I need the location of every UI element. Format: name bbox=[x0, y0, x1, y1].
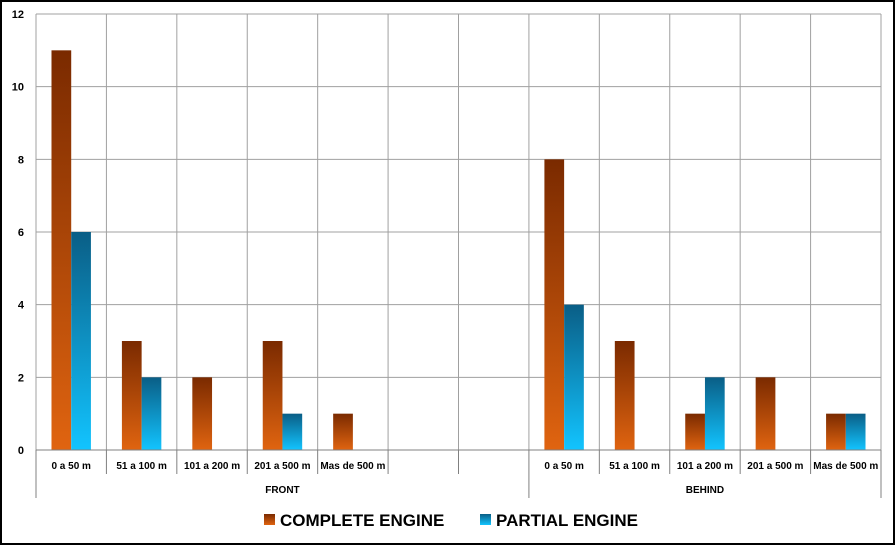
legend-swatch bbox=[264, 514, 275, 525]
x-category-label: 201 a 500 m bbox=[254, 461, 310, 472]
y-tick-label: 10 bbox=[12, 82, 24, 94]
bar-complete-engine bbox=[826, 413, 846, 450]
bar-complete-engine bbox=[755, 377, 776, 450]
x-category-label: 0 a 50 m bbox=[544, 461, 584, 472]
bar-complete-engine bbox=[121, 341, 142, 450]
bar-complete-engine bbox=[685, 413, 705, 450]
grid-lines bbox=[35, 13, 882, 451]
bar-complete-engine bbox=[51, 50, 72, 450]
y-tick-label: 6 bbox=[18, 227, 24, 239]
bar-complete-engine bbox=[262, 341, 283, 450]
legend-label: COMPLETE ENGINE bbox=[280, 511, 444, 530]
bar-partial-engine bbox=[564, 304, 584, 450]
bar-partial-engine bbox=[282, 413, 303, 450]
axes: 0 2 4 6 8 10 12 0 a 50 m 51 a 100 m 101 a 200 m 20… bbox=[12, 9, 882, 498]
x-category-label: 201 a 500 m bbox=[747, 461, 803, 472]
legend: COMPLETE ENGINE PARTIAL ENGINE bbox=[264, 511, 638, 530]
y-tick-label: 12 bbox=[12, 9, 24, 21]
x-category-label: 0 a 50 m bbox=[51, 461, 91, 472]
x-category-label: Mas de 500 m bbox=[813, 461, 878, 472]
x-category-label: 51 a 100 m bbox=[609, 461, 660, 472]
bar-partial-engine bbox=[704, 377, 725, 450]
y-tick-label: 4 bbox=[18, 300, 25, 312]
bar-partial-engine bbox=[141, 377, 162, 450]
x-group-label: FRONT bbox=[265, 485, 299, 496]
bar-partial-engine bbox=[845, 413, 866, 450]
y-tick-label: 2 bbox=[18, 372, 24, 384]
bars bbox=[51, 50, 866, 451]
x-category-label: 101 a 200 m bbox=[677, 461, 733, 472]
y-tick-label: 8 bbox=[18, 154, 24, 166]
bar-complete-engine bbox=[544, 159, 565, 451]
bar-complete-engine bbox=[192, 377, 213, 450]
x-category-label: 51 a 100 m bbox=[116, 461, 167, 472]
legend-label: PARTIAL ENGINE bbox=[496, 511, 638, 530]
bar-partial-engine bbox=[71, 232, 91, 450]
x-group-label: BEHIND bbox=[686, 485, 724, 496]
x-category-label: 101 a 200 m bbox=[184, 461, 240, 472]
x-category-label: Mas de 500 m bbox=[320, 461, 385, 472]
y-tick-label: 0 bbox=[18, 445, 24, 457]
bar-complete-engine bbox=[614, 341, 635, 450]
bar-complete-engine bbox=[333, 413, 353, 450]
legend-swatch bbox=[480, 514, 491, 525]
